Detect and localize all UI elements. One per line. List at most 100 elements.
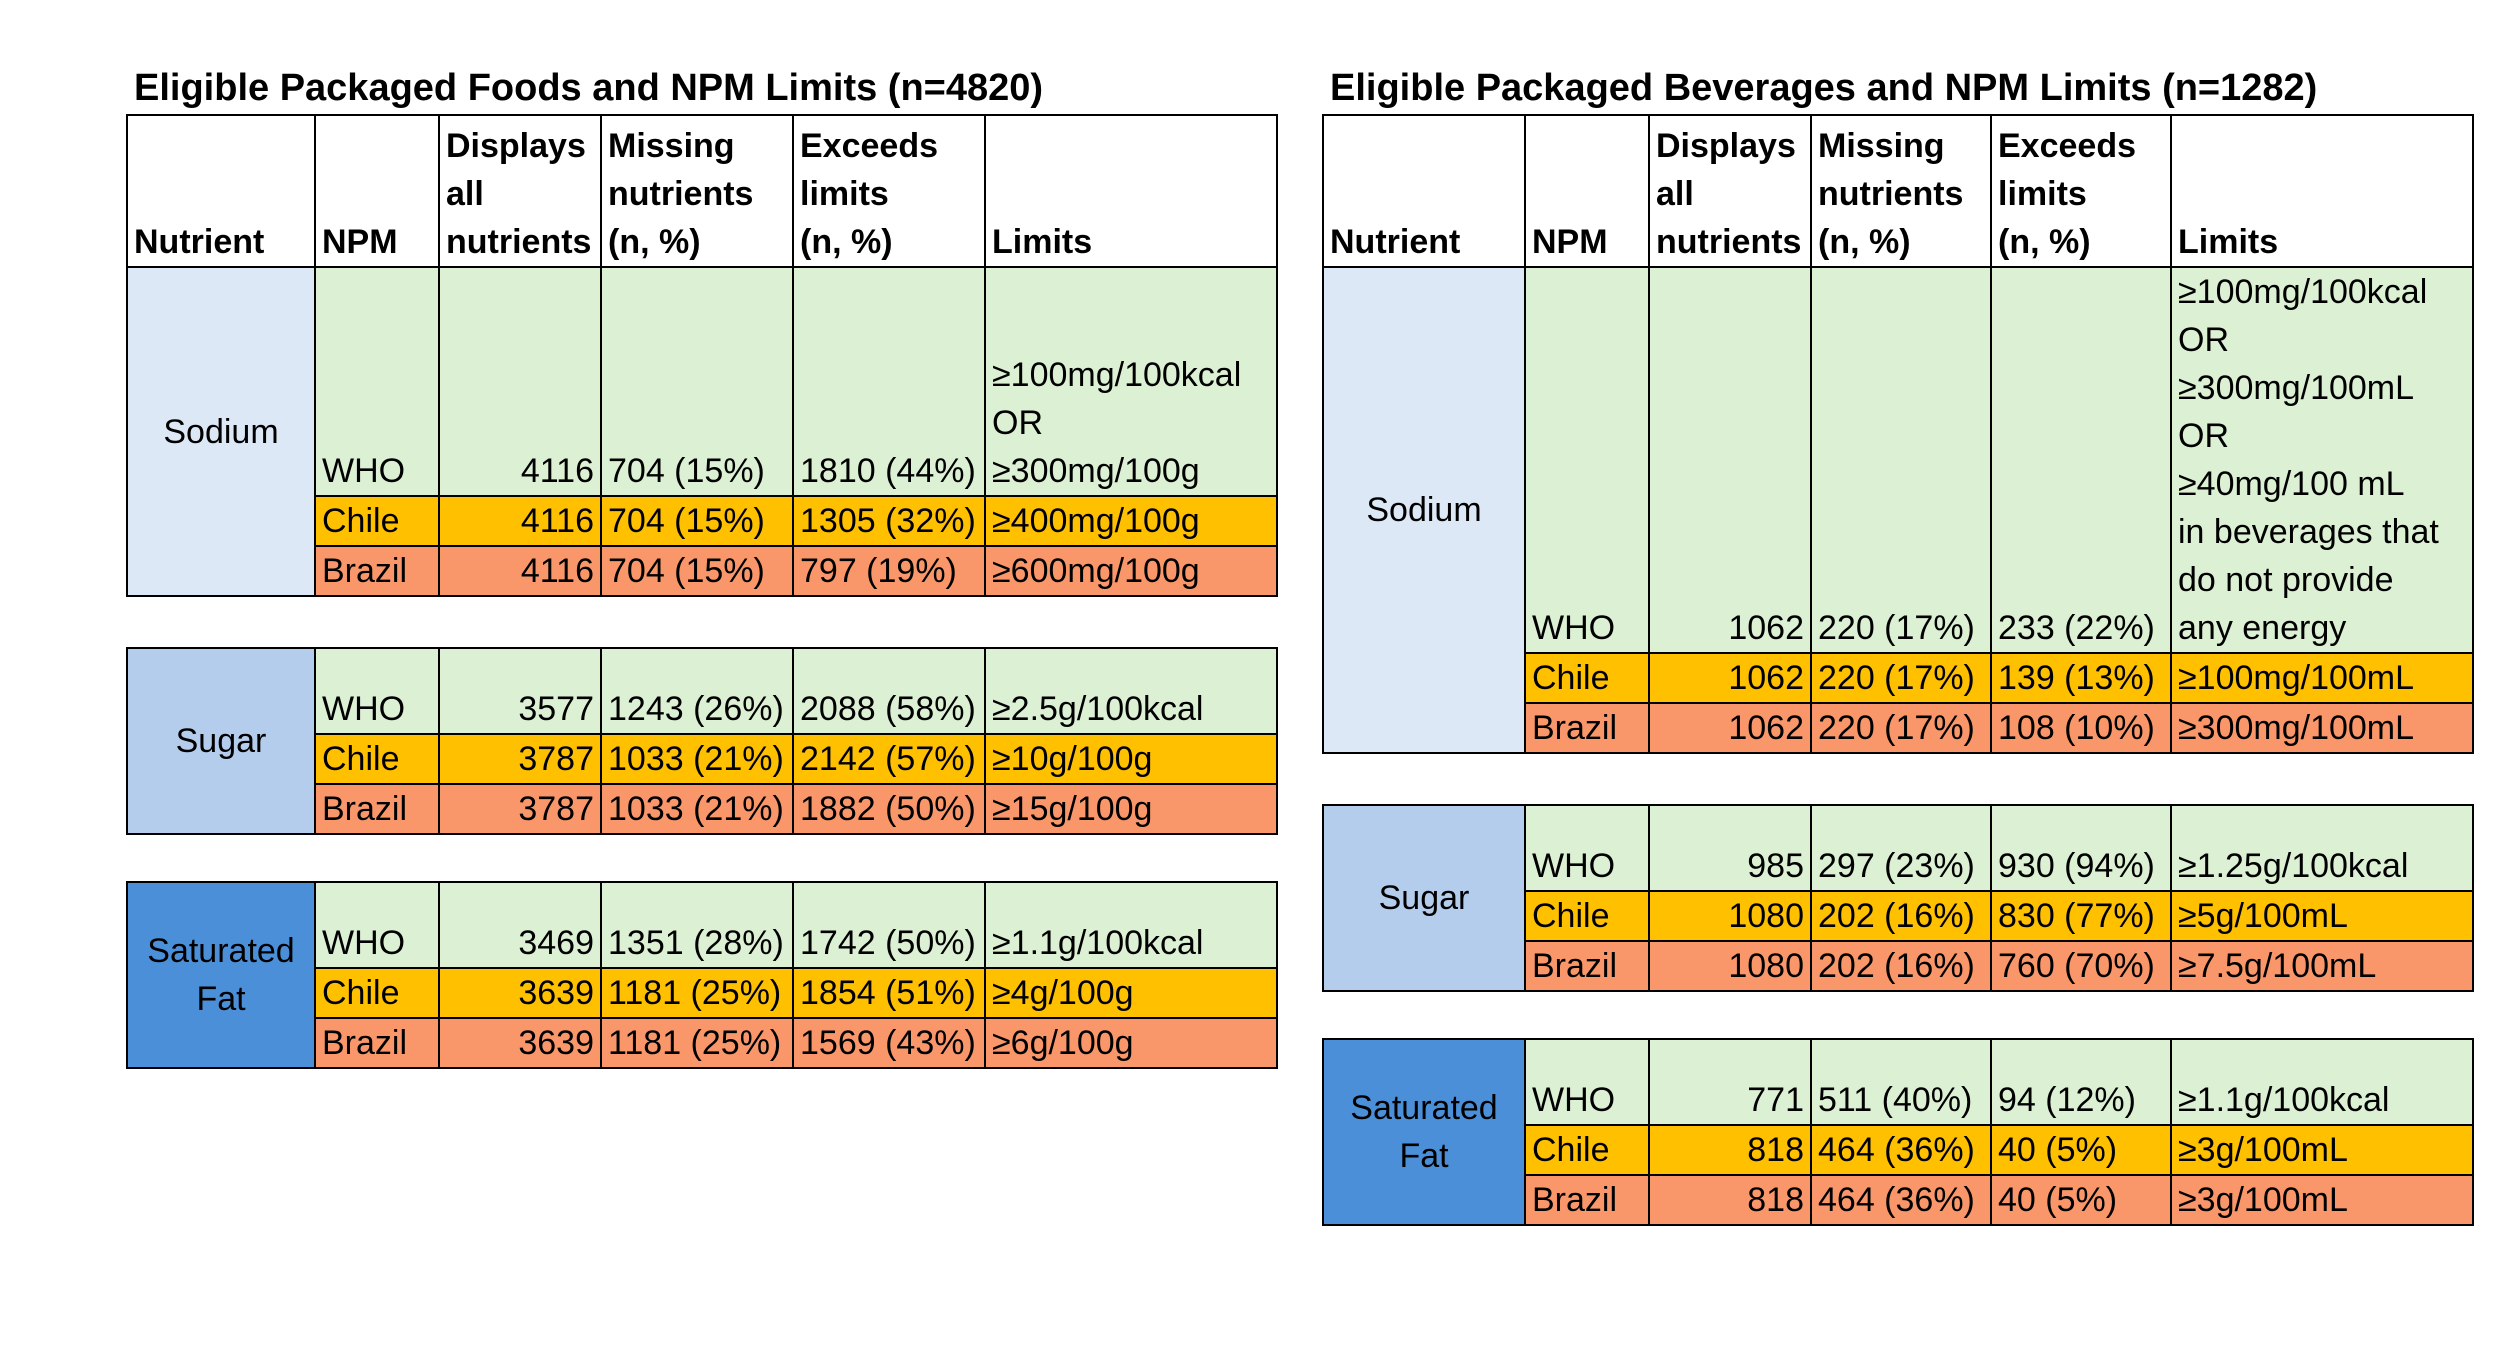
block-gap <box>126 835 1276 881</box>
header-npm: NPM <box>1524 114 1650 268</box>
displays-cell: 4116 <box>438 545 602 597</box>
block-gap <box>1322 992 2472 1038</box>
beverages-sugar-table: Sugar WHO 985 297 (23%) 930 (94%) ≥1.25g/100k… <box>1322 804 2474 992</box>
foods-panel: Eligible Packaged Foods and NPM Limits (… <box>126 62 1278 1069</box>
limits-line: ≥10g/100g <box>992 740 1153 778</box>
npm-cell: Chile <box>314 733 440 785</box>
table-row: Saturated Fat WHO 771 511 (40%) 94 (12%) ≥1.1… <box>1322 1038 2474 1226</box>
missing-cell: 220 (17%) <box>1810 652 1992 704</box>
limits-line: ≥2.5g/100kcal <box>992 690 1204 728</box>
header-missing-line: (n, %) <box>608 223 701 261</box>
displays-cell: 4116 <box>438 495 602 547</box>
header-displays-line: all <box>446 175 484 213</box>
missing-cell: 704 (15%) <box>600 495 794 547</box>
header-limits: Limits <box>984 114 1278 268</box>
nutrient-cell: Saturated Fat <box>1322 1038 1526 1226</box>
exceeds-cell: 40 (5%) <box>1990 1174 2172 1226</box>
limits-line: OR <box>992 404 1043 442</box>
missing-cell: 1033 (21%) <box>600 733 794 785</box>
limits-line: ≥3g/100mL <box>2178 1131 2348 1169</box>
missing-cell: 1351 (28%) <box>600 881 794 969</box>
table-row: Chile 3639 1181 (25%) 1854 (51%) ≥4g/100g <box>127 967 1278 1019</box>
missing-cell: 202 (16%) <box>1810 940 1992 992</box>
header-missing-line: (n, %) <box>1818 223 1911 261</box>
displays-cell: 1062 <box>1648 702 1812 754</box>
limits-cell: ≥400mg/100g <box>984 495 1278 547</box>
missing-cell: 464 (36%) <box>1810 1124 1992 1176</box>
header-displays: Displays all nutrients <box>438 114 602 268</box>
limits-line: ≥100mg/100kcal <box>2178 273 2428 311</box>
missing-cell: 1181 (25%) <box>600 1017 794 1069</box>
exceeds-cell: 1854 (51%) <box>792 967 986 1019</box>
table-row: Sodium WHO 4116 704 (15%) 1810 (44%) ≥100mg/1… <box>126 268 1278 597</box>
limits-cell: ≥100mg/100kcal OR ≥300mg/100mL OR ≥40mg/100 … <box>2170 268 2474 654</box>
header-missing-line: Missing <box>608 127 735 165</box>
npm-cell: WHO <box>1524 804 1650 892</box>
exceeds-cell: 760 (70%) <box>1990 940 2172 992</box>
beverages-title: Eligible Packaged Beverages and NPM Limi… <box>1330 67 2318 109</box>
limits-line: ≥1.1g/100kcal <box>2178 1081 2390 1119</box>
limits-cell: ≥6g/100g <box>984 1017 1278 1069</box>
table-row: Sugar WHO 985 297 (23%) 930 (94%) ≥1.25g/100k… <box>1322 804 2474 992</box>
limits-line: do not provide <box>2178 561 2394 599</box>
foods-sugar-table: Sugar WHO 3577 1243 (26%) 2088 (58%) ≥2.5g/10… <box>126 647 1278 835</box>
displays-cell: 3787 <box>438 733 602 785</box>
limits-cell: ≥5g/100mL <box>2170 890 2474 942</box>
displays-cell: 1062 <box>1648 268 1812 654</box>
limits-cell: ≥600mg/100g <box>984 545 1278 597</box>
header-exceeds-line: (n, %) <box>800 223 893 261</box>
nutrient-cell: Sugar <box>1322 804 1526 992</box>
beverages-panel: Eligible Packaged Beverages and NPM Limi… <box>1322 62 2474 1226</box>
limits-line: ≥300mg/100mL <box>2178 709 2415 747</box>
exceeds-cell: 40 (5%) <box>1990 1124 2172 1176</box>
header-displays-line: nutrients <box>1656 223 1802 261</box>
header-missing: Missing nutrients (n, %) <box>1810 114 1992 268</box>
table-row: Brazil 1062 220 (17%) 108 (10%) ≥300mg/100mL <box>1323 702 2474 754</box>
npm-cell: WHO <box>1524 268 1650 654</box>
limits-line: ≥400mg/100g <box>992 502 1200 540</box>
exceeds-cell: 233 (22%) <box>1990 268 2172 654</box>
table-row: Sugar WHO 3577 1243 (26%) 2088 (58%) ≥2.5g/10… <box>126 647 1278 835</box>
exceeds-cell: 2142 (57%) <box>792 733 986 785</box>
table-row: Brazil 3787 1033 (21%) 1882 (50%) ≥15g/100g <box>127 783 1278 835</box>
displays-cell: 3469 <box>438 881 602 969</box>
header-exceeds-line: Exceeds <box>1998 127 2136 165</box>
limits-line: ≥300mg/100g <box>992 452 1200 490</box>
limits-cell: ≥3g/100mL <box>2170 1174 2474 1226</box>
missing-cell: 1243 (26%) <box>600 647 794 735</box>
exceeds-cell: 1810 (44%) <box>792 268 986 497</box>
header-missing-line: nutrients <box>1818 175 1964 213</box>
displays-cell: 3787 <box>438 783 602 835</box>
npm-cell: Brazil <box>1524 1174 1650 1226</box>
npm-cell: Brazil <box>1524 702 1650 754</box>
npm-cell: Chile <box>1524 1124 1650 1176</box>
displays-cell: 985 <box>1648 804 1812 892</box>
limits-line: ≥6g/100g <box>992 1024 1134 1062</box>
npm-cell: Brazil <box>314 545 440 597</box>
limits-cell: ≥3g/100mL <box>2170 1124 2474 1176</box>
beverages-header-table: Nutrient NPM Displays all nutrients Missing nu… <box>1322 114 2474 268</box>
table-row: Sodium WHO 1062 220 (17%) 233 (22%) ≥100mg/10… <box>1322 268 2474 754</box>
limits-cell: ≥4g/100g <box>984 967 1278 1019</box>
displays-cell: 771 <box>1648 1038 1812 1126</box>
header-missing: Missing nutrients (n, %) <box>600 114 794 268</box>
limits-cell: ≥100mg/100mL <box>2170 652 2474 704</box>
header-displays-line: Displays <box>446 127 586 165</box>
header-exceeds-line: (n, %) <box>1998 223 2091 261</box>
exceeds-cell: 797 (19%) <box>792 545 986 597</box>
displays-cell: 818 <box>1648 1124 1812 1176</box>
limits-line: ≥15g/100g <box>992 790 1153 828</box>
missing-cell: 297 (23%) <box>1810 804 1992 892</box>
header-exceeds-line: limits <box>800 175 889 213</box>
table-row: Brazil 4116 704 (15%) 797 (19%) ≥600mg/100g <box>127 545 1278 597</box>
missing-cell: 464 (36%) <box>1810 1174 1992 1226</box>
limits-cell: ≥7.5g/100mL <box>2170 940 2474 992</box>
nutrient-cell: Sodium <box>126 268 316 597</box>
header-exceeds: Exceeds limits (n, %) <box>792 114 986 268</box>
header-limits: Limits <box>2170 114 2474 268</box>
limits-line: ≥100mg/100mL <box>2178 659 2415 697</box>
limits-line: ≥7.5g/100mL <box>2178 947 2377 985</box>
header-exceeds-line: Exceeds <box>800 127 938 165</box>
npm-cell: Brazil <box>314 783 440 835</box>
header-missing-line: Missing <box>1818 127 1945 165</box>
